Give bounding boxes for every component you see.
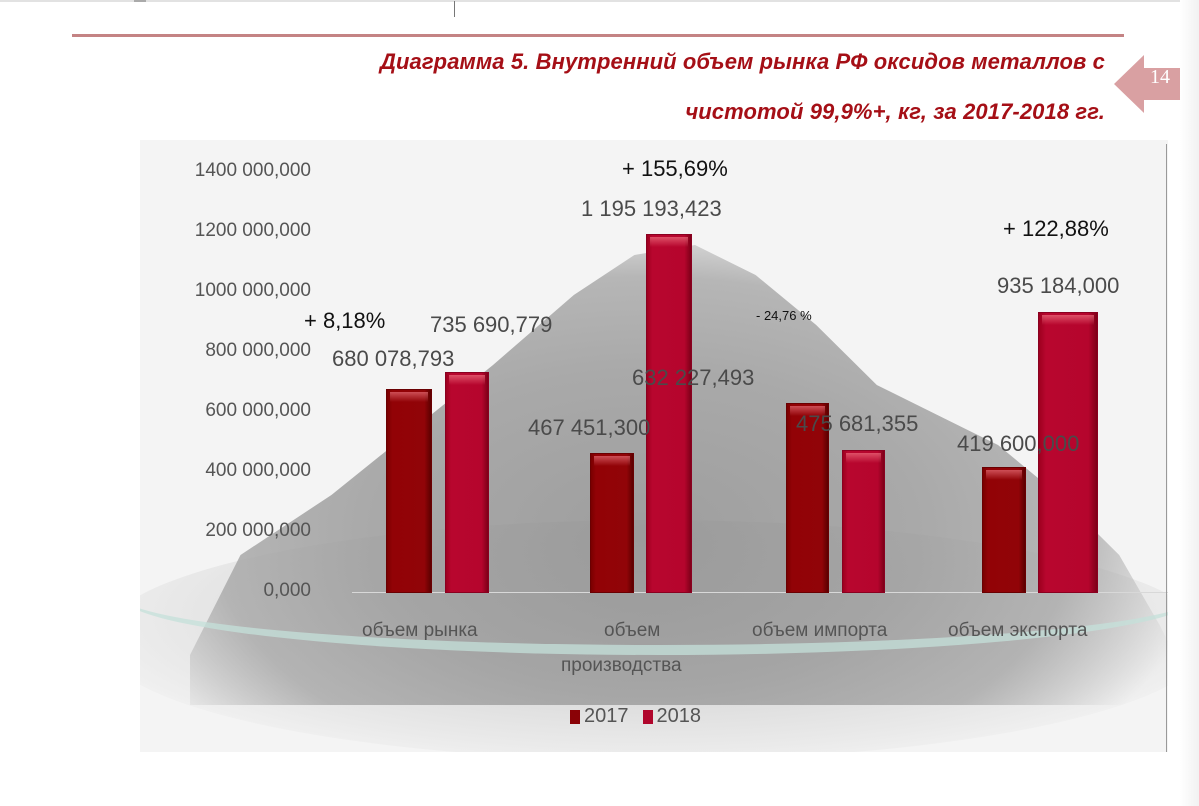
y-tick-1200: 1200 000,000 — [194, 220, 311, 241]
bar-production-2018 — [646, 234, 692, 593]
legend-swatch-2018-icon — [642, 709, 653, 724]
y-tick-1400: 1400 000,000 — [194, 160, 311, 181]
chart-area: 1400 000,000 1200 000,000 1000 000,000 8… — [140, 140, 1168, 752]
chart-title-line-2: чистотой 99,9%+, кг, за 2017-2018 гг. — [685, 99, 1105, 124]
y-tick-600: 600 000,000 — [205, 400, 311, 421]
text-cursor — [454, 1, 455, 17]
bar-market-2017 — [386, 389, 432, 593]
chart-title-line-1: Диаграмма 5. Внутренний объем рынка РФ о… — [379, 49, 1105, 74]
top-border — [0, 0, 1199, 2]
chart-frame-border — [1166, 144, 1167, 752]
slide-edge — [1180, 0, 1199, 806]
x-axis-line — [352, 592, 1168, 593]
y-tick-400: 400 000,000 — [205, 460, 311, 481]
legend-item-2017: 2017 — [570, 705, 629, 728]
change-export: + 122,88% — [1003, 216, 1109, 241]
change-import: - 24,76 % — [756, 308, 812, 323]
category-production-line1: объем — [604, 620, 661, 641]
bar-series — [140, 140, 1168, 593]
background-dish-rim — [140, 535, 1168, 655]
label-export-2017: 419 600,000 — [957, 431, 1080, 456]
label-import-2018: 475 681,355 — [796, 411, 919, 436]
bar-production-2017 — [590, 453, 634, 593]
label-market-2017: 680 078,793 — [332, 346, 455, 371]
label-production-2017: 467 451,300 — [528, 415, 651, 440]
label-import-2017: 632 227,493 — [632, 365, 755, 390]
bar-market-2018 — [445, 372, 489, 593]
page-number: 14 — [1150, 66, 1170, 88]
legend-label-2017: 2017 — [584, 705, 629, 727]
label-production-2018: 1 195 193,423 — [581, 196, 722, 221]
page-arrow-icon — [1114, 55, 1199, 113]
y-tick-200: 200 000,000 — [205, 520, 311, 541]
category-market: объем рынка — [362, 620, 478, 641]
category-production-line2: производства — [561, 655, 682, 676]
chart-legend: 2017 2018 — [570, 705, 709, 728]
bar-export-2018 — [1038, 312, 1098, 593]
legend-label-2018: 2018 — [656, 705, 702, 727]
change-market: + 8,18% — [304, 308, 386, 333]
category-import: объем импорта — [752, 620, 888, 641]
label-export-2018: 935 184,000 — [997, 273, 1120, 298]
bar-import-2017 — [786, 403, 829, 593]
bar-export-2017 — [982, 467, 1026, 593]
bar-import-2018 — [842, 450, 885, 593]
legend-item-2018: 2018 — [642, 705, 702, 728]
change-production: + 155,69% — [622, 156, 728, 181]
label-market-2018: 735 690,779 — [430, 312, 553, 337]
y-tick-800: 800 000,000 — [205, 340, 311, 361]
y-tick-0: 0,000 — [263, 580, 311, 601]
legend-swatch-2017-icon — [570, 709, 580, 724]
category-export: объем экспорта — [948, 620, 1088, 641]
y-tick-1000: 1000 000,000 — [194, 280, 311, 301]
ruler-marker — [134, 0, 146, 2]
title-divider — [72, 34, 1124, 37]
